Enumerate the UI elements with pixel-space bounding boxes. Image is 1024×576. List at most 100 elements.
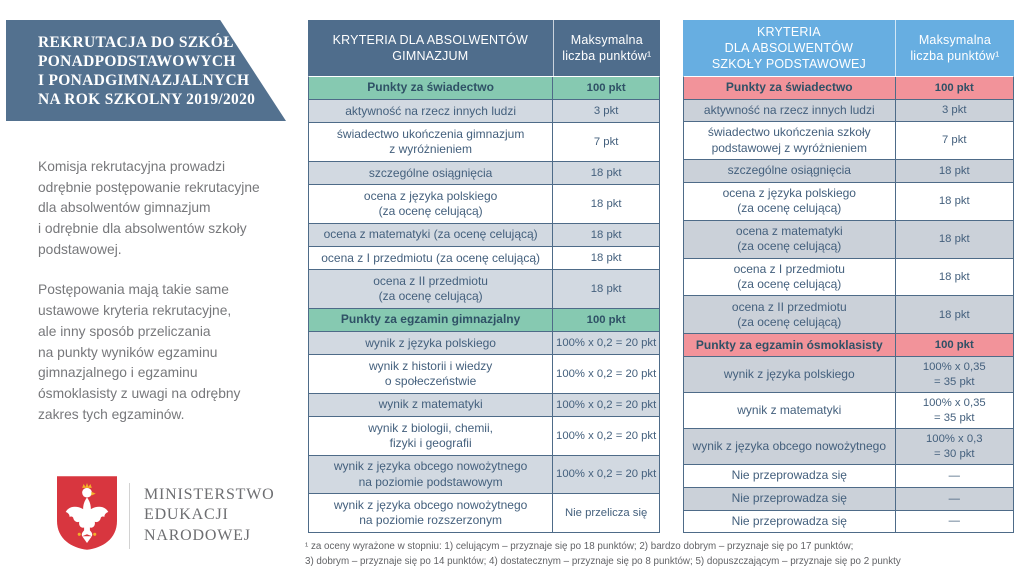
points-cell: 18 pkt xyxy=(894,220,1013,258)
criteria-cell: ocena z matematyki (za ocenę celującą) xyxy=(323,227,538,242)
points-cell: 100% x 0,35 = 35 pkt xyxy=(894,357,1013,393)
points-cell: 18 pkt xyxy=(552,185,659,223)
table-row: ocena z I przedmiotu (za ocenę celującą)… xyxy=(683,257,1014,296)
title-banner: REKRUTACJA DO SZKÓŁ PONADPODSTAWOWYCH I … xyxy=(6,20,286,121)
intro-text: Komisja rekrutacyjna prowadzi odrębnie p… xyxy=(38,157,300,445)
title-line: REKRUTACJA DO SZKÓŁ xyxy=(38,33,234,51)
criteria-header-cell: KRYTERIA DLA ABSOLWENTÓW SZKOŁY PODSTAWO… xyxy=(711,25,866,71)
points-cell: 18 pkt xyxy=(552,162,659,185)
criteria-cell: wynik z języka polskiego xyxy=(723,366,855,381)
title-line: NA ROK SZKOLNY 2019/2020 xyxy=(38,90,256,108)
table-row: wynik z matematyki 100% x 0,35 = 35 pkt xyxy=(683,392,1014,429)
points-cell: 100 pkt xyxy=(552,308,659,332)
points-cell: — xyxy=(894,487,1013,510)
criteria-cell: ocena z I przedmiotu (za ocenę celującą) xyxy=(321,250,541,265)
points-cell: 3 pkt xyxy=(552,100,659,123)
table-row: ocena z języka polskiego (za ocenę celuj… xyxy=(308,184,660,223)
table-row: Punkty za egzamin ósmoklasisty 100 pkt xyxy=(683,333,1014,356)
criteria-cell: ocena z języka polskiego (za ocenę celuj… xyxy=(722,185,856,216)
table-row: świadectwo ukończenia szkoły podstawowej… xyxy=(683,121,1014,160)
points-header-cell: Maksymalna liczba punktów¹ xyxy=(894,20,1014,76)
criteria-cell: wynik z języka obcego nowożytnego na poz… xyxy=(333,459,528,489)
criteria-header-cell: KRYTERIA DLA ABSOLWENTÓW GIMNAZJUM xyxy=(332,33,528,63)
table-row: wynik z języka obcego nowożytnego na poz… xyxy=(308,493,660,534)
points-cell: 18 pkt xyxy=(894,160,1013,182)
points-header-cell: Maksymalna liczba punktów¹ xyxy=(552,20,660,76)
table-body: Punkty za świadectwo 100 pkt aktywność n… xyxy=(308,76,660,534)
criteria-cell: Punkty za świadectwo xyxy=(367,80,494,95)
criteria-cell: Punkty za egzamin ósmoklasisty xyxy=(695,337,883,352)
points-cell: 18 pkt xyxy=(552,247,659,270)
table-row: wynik z języka obcego nowożytnego 100% x… xyxy=(683,428,1014,465)
criteria-cell: Nie przeprowadza się xyxy=(731,513,847,528)
criteria-cell: wynik z języka polskiego xyxy=(365,335,496,350)
criteria-cell: ocena z II przedmiotu (za ocenę celującą… xyxy=(731,299,847,329)
table-row: szczególne osiągnięcia 18 pkt xyxy=(683,159,1014,182)
points-cell: 18 pkt xyxy=(552,270,659,308)
criteria-cell: ocena z matematyki (za ocenę celującą) xyxy=(735,223,843,254)
points-cell: 100% x 0,2 = 20 pkt xyxy=(552,355,659,394)
points-cell: 100% x 0,2 = 20 pkt xyxy=(552,417,659,455)
criteria-cell: szczególne osiągnięcia xyxy=(368,165,493,180)
table-row: aktywność na rzecz innych ludzi 3 pkt xyxy=(683,98,1014,122)
points-cell: 100 pkt xyxy=(894,334,1013,356)
points-cell: — xyxy=(894,465,1013,487)
points-cell: 100% x 0,2 = 20 pkt xyxy=(552,394,659,417)
points-cell: 18 pkt xyxy=(552,223,659,247)
intro-paragraph: Komisja rekrutacyjna prowadzi odrębnie p… xyxy=(38,159,260,257)
criteria-cell: aktywność na rzecz innych ludzi xyxy=(703,102,875,117)
criteria-cell: ocena z języka polskiego (za ocenę celuj… xyxy=(363,188,498,219)
table-row: wynik z historii i wiedzy o społeczeństw… xyxy=(308,354,660,394)
points-cell: 100% x 0,2 = 20 pkt xyxy=(552,332,659,355)
criteria-cell: Punkty za świadectwo xyxy=(725,80,853,95)
table-row: ocena z matematyki (za ocenę celującą) 1… xyxy=(683,219,1014,258)
table-row: ocena z matematyki (za ocenę celującą) 1… xyxy=(308,222,660,247)
table-row: Punkty za świadectwo 100 pkt xyxy=(683,76,1014,99)
points-cell: 100% x 0,2 = 20 pkt xyxy=(552,455,659,494)
criteria-cell: ocena z II przedmiotu (za ocenę celującą… xyxy=(373,273,488,304)
criteria-cell: Punkty za egzamin gimnazjalny xyxy=(340,312,521,327)
criteria-cell: aktywność na rzecz innych ludzi xyxy=(345,103,516,118)
title-line: I PONADGIMNAZJALNYCH xyxy=(38,71,250,89)
table-row: wynik z języka polskiego 100% x 0,35 = 3… xyxy=(683,356,1014,393)
table-row: wynik z matematyki 100% x 0,2 = 20 pkt xyxy=(308,393,660,417)
table-row: Nie przeprowadza się — xyxy=(683,486,1014,510)
table-podstawowa: KRYTERIA DLA ABSOLWENTÓW SZKOŁY PODSTAWO… xyxy=(683,20,1014,534)
table-row: ocena z II przedmiotu (za ocenę celującą… xyxy=(308,269,660,308)
table-row: ocena z II przedmiotu (za ocenę celującą… xyxy=(683,295,1014,334)
criteria-cell: wynik z matematyki xyxy=(737,403,842,417)
coat-of-arms-eagle-icon xyxy=(57,476,117,555)
footnote: ¹ za oceny wyrażone w stopniu: 1) celują… xyxy=(305,541,901,568)
points-cell: 100% x 0,3 = 30 pkt xyxy=(894,429,1013,465)
ministry-logo-block: MINISTERSTWO EDUKACJI NARODOWEJ xyxy=(57,476,274,555)
intro-paragraph: Postępowania mają takie same ustawowe kr… xyxy=(38,282,241,422)
points-cell: 7 pkt xyxy=(894,122,1013,160)
criteria-cell: wynik z historii i wiedzy o społeczeństw… xyxy=(368,358,493,389)
table-gimnazjum-header: KRYTERIA DLA ABSOLWENTÓW GIMNAZJUM Maksy… xyxy=(308,20,660,76)
ministry-name: MINISTERSTWO EDUKACJI NARODOWEJ xyxy=(144,485,275,544)
title-line: PONADPODSTAWOWYCH xyxy=(38,52,236,70)
criteria-cell: wynik z matematyki xyxy=(378,397,483,412)
points-cell: 3 pkt xyxy=(894,99,1013,122)
criteria-cell: świadectwo ukończenia gimnazjum z wyróżn… xyxy=(336,126,525,157)
table-row: aktywność na rzecz innych ludzi 3 pkt xyxy=(308,99,660,123)
table-row: ocena z języka polskiego (za ocenę celuj… xyxy=(683,181,1014,220)
criteria-cell: wynik z języka obcego nowożytnego na poz… xyxy=(333,497,528,528)
table-row: wynik z języka obcego nowożytnego na poz… xyxy=(308,454,660,494)
criteria-cell: Nie przeprowadza się xyxy=(731,491,847,506)
points-cell: 100 pkt xyxy=(894,77,1013,99)
table-row: Nie przeprowadza się — xyxy=(683,509,1014,534)
points-cell: 7 pkt xyxy=(552,123,659,162)
table-podstawowa-header: KRYTERIA DLA ABSOLWENTÓW SZKOŁY PODSTAWO… xyxy=(683,20,1014,76)
points-cell: 18 pkt xyxy=(894,182,1013,220)
table-row: świadectwo ukończenia gimnazjum z wyróżn… xyxy=(308,122,660,162)
table-body: Punkty za świadectwo 100 pkt aktywność n… xyxy=(683,76,1014,534)
logo-divider xyxy=(129,482,130,549)
criteria-cell: szczególne osiągnięcia xyxy=(727,163,851,178)
points-cell: Nie przelicza się xyxy=(552,494,659,533)
table-row: Punkty za świadectwo 100 pkt xyxy=(308,76,660,100)
points-cell: 18 pkt xyxy=(894,296,1013,334)
table-row: Punkty za egzamin gimnazjalny 100 pkt xyxy=(308,307,660,332)
criteria-cell: wynik z języka obcego nowożytnego xyxy=(692,439,886,454)
